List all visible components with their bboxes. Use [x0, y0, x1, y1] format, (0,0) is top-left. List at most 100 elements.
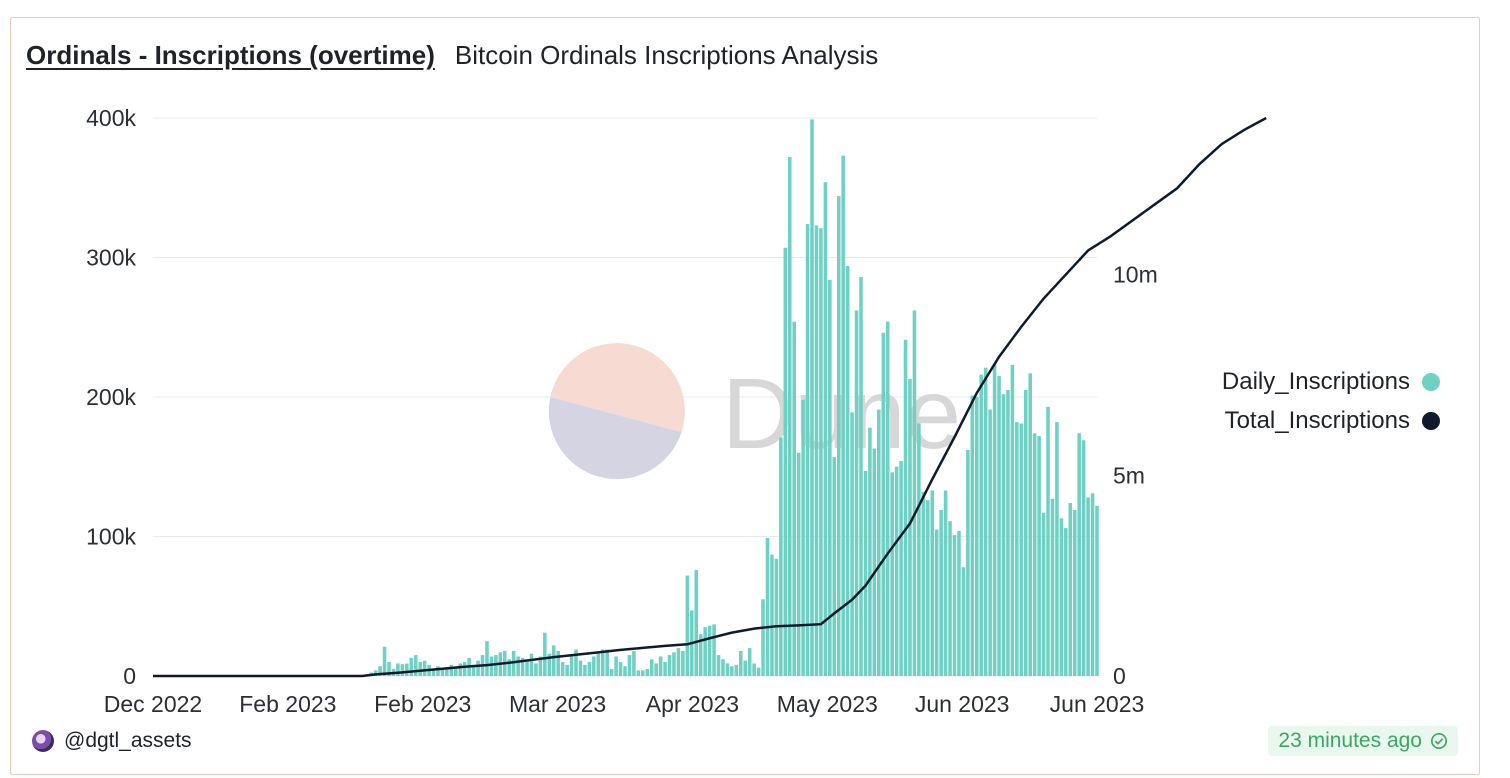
daily-bar [841, 155, 845, 676]
daily-bar [605, 649, 609, 676]
daily-bar [529, 653, 534, 676]
legend-item-daily[interactable]: Daily_Inscriptions [1170, 362, 1440, 401]
daily-bar [440, 667, 445, 676]
daily-bar [1046, 406, 1050, 676]
daily-bar [810, 119, 814, 676]
daily-bar [917, 423, 921, 676]
daily-bar [641, 670, 645, 676]
daily-bar [832, 456, 837, 676]
daily-bar [823, 182, 828, 677]
daily-bar [730, 666, 734, 676]
daily-bar [1001, 394, 1006, 676]
daily-bar [623, 666, 627, 676]
daily-bar [716, 655, 721, 676]
watermark-logo-bottom [548, 396, 682, 480]
daily-bar [1010, 364, 1015, 676]
daily-bar [400, 664, 405, 676]
daily-bar [966, 450, 970, 676]
daily-bar [721, 659, 725, 676]
daily-bar [658, 656, 663, 676]
legend-item-total[interactable]: Total_Inscriptions [1170, 401, 1440, 440]
daily-bar [899, 461, 903, 676]
daily-bar [574, 649, 578, 676]
x-axis-ticks: Dec 2022 Feb 2023 Feb 2023 Mar 2023 Apr 2023… [104, 691, 1145, 717]
left-axis-tick-label: 0 [123, 663, 136, 689]
daily-bar [752, 663, 756, 676]
daily-bar [894, 466, 899, 676]
daily-bar [1050, 498, 1055, 676]
daily-bar [836, 196, 841, 676]
daily-bar [525, 659, 529, 676]
daily-bar [583, 664, 587, 676]
daily-bar [765, 537, 770, 676]
daily-bar [975, 397, 979, 676]
daily-bar [948, 521, 952, 676]
daily-bar [694, 569, 699, 676]
x-axis-tick-label: Jun 2023 [1050, 691, 1145, 717]
daily-bar [413, 655, 418, 676]
daily-bar [382, 646, 387, 676]
daily-bar [926, 500, 930, 676]
daily-bar [859, 277, 863, 676]
daily-bar [1064, 528, 1068, 676]
daily-bar [957, 530, 961, 676]
daily-bar [614, 656, 618, 676]
check-circle-icon [1430, 732, 1448, 750]
dune-watermark: Dune [548, 343, 961, 480]
daily-bar [1006, 390, 1010, 676]
daily-bar [462, 662, 467, 676]
daily-bar [551, 645, 556, 676]
daily-bar [409, 657, 414, 676]
chart-title-link[interactable]: Ordinals - Inscriptions (overtime) [26, 40, 435, 70]
daily-bar [1072, 510, 1077, 676]
daily-bar [939, 510, 943, 676]
x-axis-tick-label: Mar 2023 [509, 691, 606, 717]
daily-bar [667, 655, 672, 676]
left-axis-tick-label: 400k [86, 105, 136, 131]
daily-bar [1032, 433, 1037, 676]
daily-bar [485, 641, 489, 677]
daily-bar [908, 378, 912, 676]
daily-bar [458, 663, 463, 676]
author-link[interactable]: @dgtl_assets [32, 729, 192, 753]
daily-bar [565, 664, 569, 676]
daily-bar [663, 662, 667, 676]
daily-bar [934, 529, 939, 676]
chart-header: Ordinals - Inscriptions (overtime) Bitco… [26, 40, 878, 71]
daily-bar [1037, 436, 1041, 676]
daily-bar [707, 625, 712, 676]
daily-bar [863, 470, 868, 676]
daily-bar [556, 650, 560, 676]
daily-bar [649, 659, 654, 676]
daily-bar [783, 247, 788, 677]
daily-bar [569, 656, 574, 676]
daily-bar [770, 554, 774, 676]
daily-bar [756, 667, 761, 676]
daily-bar [538, 656, 543, 676]
daily-bar [747, 648, 752, 676]
daily-bar [645, 669, 650, 676]
daily-bar [494, 655, 498, 676]
daily-bar [970, 395, 975, 676]
daily-bar [1081, 440, 1086, 676]
daily-bar [1055, 422, 1059, 676]
daily-bar [988, 409, 992, 676]
author-username: @dgtl_assets [64, 729, 192, 752]
daily-bar [596, 653, 601, 676]
daily-bar [872, 448, 877, 676]
daily-bar [449, 664, 454, 676]
daily-bar [1041, 512, 1046, 676]
daily-bar [672, 652, 676, 676]
chart-legend: Daily_Inscriptions Total_Inscriptions [1170, 362, 1440, 440]
last-updated-badge: 23 minutes ago [1268, 726, 1458, 756]
avatar [32, 730, 54, 752]
x-axis-tick-label: Feb 2023 [239, 691, 336, 717]
daily-bar [476, 660, 480, 676]
daily-bar [868, 427, 872, 676]
x-axis-tick-label: Jun 2023 [915, 691, 1010, 717]
left-axis-tick-label: 100k [86, 524, 136, 550]
legend-dot-daily [1422, 372, 1440, 391]
daily-bar [787, 157, 792, 676]
daily-bar [1068, 503, 1073, 676]
daily-bar [952, 535, 957, 676]
